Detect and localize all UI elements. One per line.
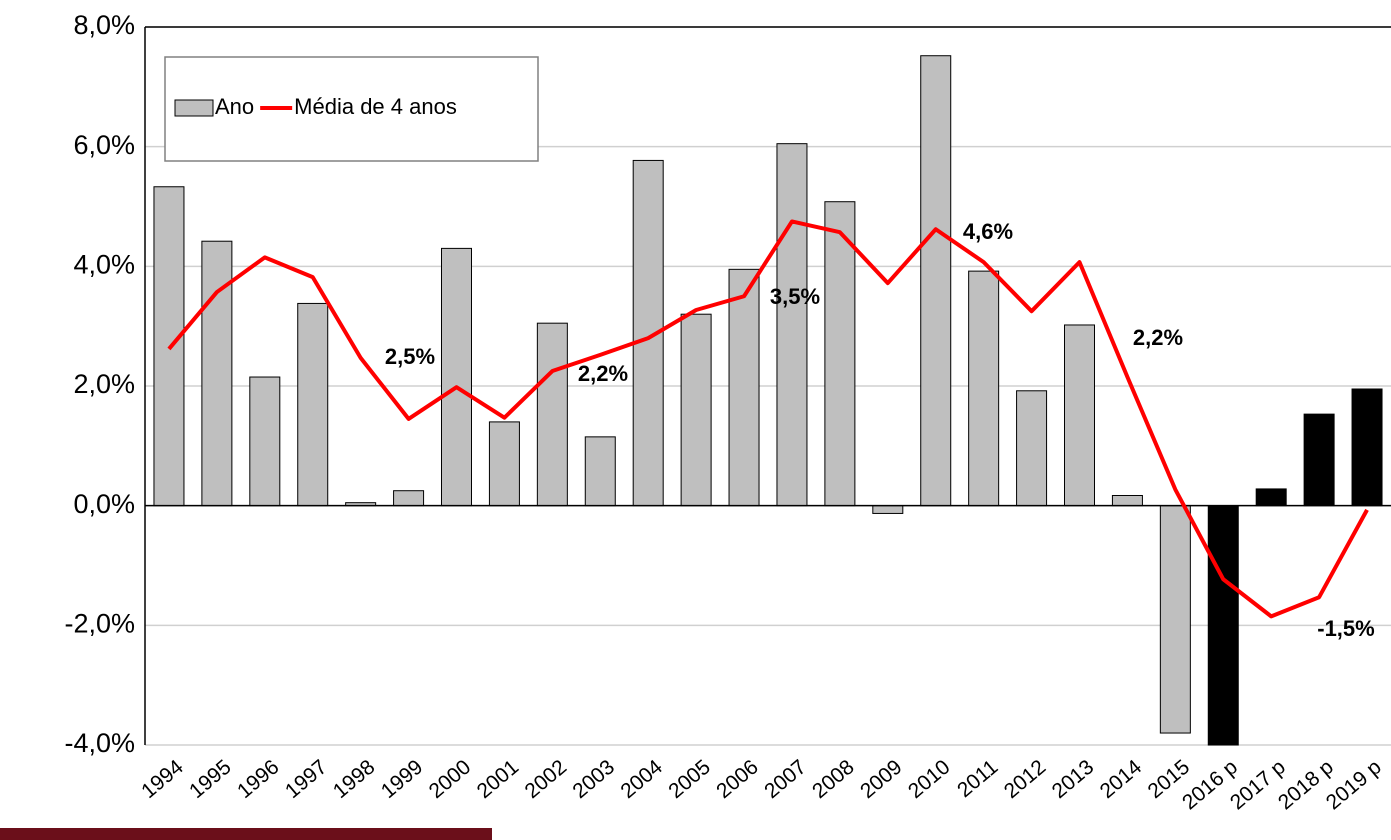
bar [1255, 488, 1287, 507]
legend-swatch [174, 99, 214, 117]
bar [536, 322, 568, 507]
bar [968, 270, 1000, 507]
x-tick-label: 2002 [521, 755, 572, 803]
x-tick-label: 2014 [1096, 755, 1147, 803]
x-tick-label: 2010 [904, 755, 955, 803]
bar [1064, 324, 1095, 507]
decor-strip [0, 828, 492, 840]
x-tick-label: 2007 [760, 755, 811, 803]
x-tick-label: 1994 [137, 755, 188, 803]
bar [680, 313, 712, 507]
y-tick-label: 6,0% [73, 130, 135, 160]
bar [1303, 413, 1335, 507]
bar [1351, 388, 1383, 507]
x-tick-label: 2003 [568, 755, 619, 803]
bar [488, 421, 520, 507]
bar [872, 505, 904, 514]
x-tick-label: 2001 [473, 755, 524, 803]
bar [1159, 505, 1191, 734]
y-tick-label: 0,0% [73, 489, 135, 519]
bar [153, 186, 185, 507]
y-tick-label: 4,0% [73, 249, 135, 279]
legend-label: Ano [215, 94, 254, 119]
x-tick-label: 1998 [329, 755, 380, 803]
bar [1207, 505, 1239, 746]
annotation: -1,5% [1317, 616, 1374, 641]
bar [776, 143, 808, 507]
bar [1016, 390, 1048, 507]
x-tick-label: 1997 [281, 755, 332, 803]
bar [249, 376, 281, 507]
x-tick-label: 2005 [664, 755, 715, 803]
y-tick-label: 8,0% [73, 10, 135, 40]
x-tick-label: 2004 [616, 755, 667, 803]
x-tick-label: 1996 [233, 755, 284, 803]
y-tick-label: -4,0% [64, 728, 135, 758]
x-tick-label: 2012 [1000, 755, 1051, 803]
legend-box [164, 56, 539, 162]
x-tick-label: 1999 [377, 755, 428, 803]
x-tick-label: 2019 p [1322, 755, 1386, 814]
x-tick-label: 2013 [1048, 755, 1099, 803]
annotation: 3,5% [770, 284, 820, 309]
x-tick-label: 2009 [856, 755, 907, 803]
x-tick-label: 2000 [425, 755, 476, 803]
bar [584, 436, 616, 507]
x-tick-label: 2008 [808, 755, 859, 803]
bar [441, 247, 472, 507]
bar [393, 490, 425, 507]
x-tick-label: 2006 [712, 755, 763, 803]
bar [297, 302, 329, 507]
x-tick-label: 2011 [953, 755, 1002, 802]
y-tick-label: 2,0% [73, 369, 135, 399]
bar [824, 201, 856, 507]
bar [201, 240, 233, 507]
line [167, 219, 1369, 619]
bar [920, 55, 952, 507]
annotation: 2,5% [385, 344, 435, 369]
bar [1111, 494, 1143, 507]
annotation: 2,2% [1133, 325, 1183, 350]
annotation: 2,2% [578, 361, 628, 386]
annotation: 4,6% [963, 219, 1013, 244]
x-tick-label: 1995 [185, 755, 236, 803]
legend-label: Média de 4 anos [294, 94, 457, 119]
y-tick-label: -2,0% [64, 608, 135, 638]
bar [728, 268, 760, 507]
